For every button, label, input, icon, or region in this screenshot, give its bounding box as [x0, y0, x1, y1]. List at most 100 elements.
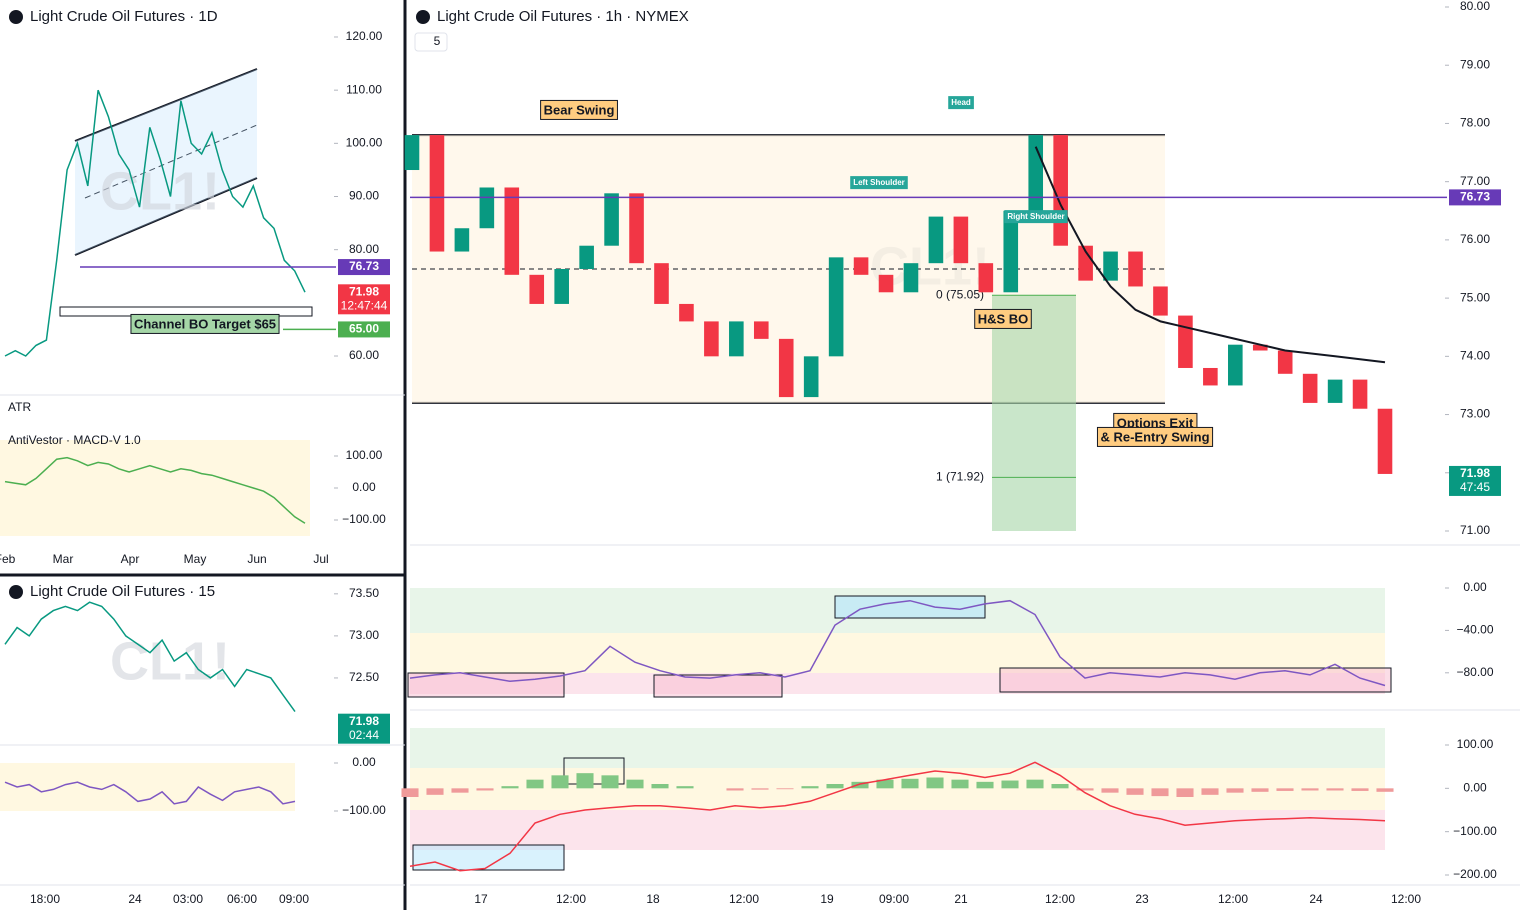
histogram-bar	[826, 784, 844, 789]
candle-body	[1327, 379, 1343, 403]
price-tag	[1449, 465, 1501, 496]
histogram-bar	[626, 779, 644, 789]
x-tick-label: 19	[820, 892, 834, 906]
candle-body	[903, 263, 919, 293]
histogram-bar	[1326, 788, 1344, 791]
target-zone	[992, 295, 1076, 531]
histogram-bar	[801, 786, 819, 789]
interval-button[interactable]	[414, 32, 448, 52]
histogram-bar	[1151, 788, 1169, 797]
x-tick-label: 12:00	[729, 892, 759, 906]
candle-body	[928, 216, 944, 264]
histogram-bar	[676, 786, 694, 789]
x-tick-label: 12:00	[1045, 892, 1075, 906]
candle-body	[1228, 344, 1243, 386]
annotation-box	[1096, 426, 1214, 447]
histogram-bar	[1201, 788, 1219, 795]
candle-body	[404, 135, 420, 171]
histogram-bar	[851, 781, 869, 789]
annotation-box	[130, 313, 280, 334]
price-tag	[1449, 189, 1501, 206]
histogram-bar	[1051, 784, 1069, 789]
series-line	[4, 601, 296, 713]
x-tick-label: 24	[1309, 892, 1323, 906]
candle-body	[479, 187, 495, 229]
y-tick-label: 0.00	[352, 755, 376, 769]
chart-title: Light Crude Oil Futures · 15	[30, 583, 215, 600]
x-tick-label: 12:00	[1218, 892, 1248, 906]
candle-body	[629, 193, 644, 264]
candle-body	[1203, 367, 1218, 386]
candle-body	[828, 257, 844, 357]
y-tick-label: 100.00	[1457, 737, 1494, 751]
price-tag	[338, 713, 390, 744]
annotation: Head	[951, 98, 971, 107]
histogram-bar	[901, 778, 919, 789]
histogram-bar	[751, 788, 769, 790]
y-tick-label: 71.00	[1460, 523, 1490, 537]
y-tick-label: 73.50	[349, 586, 379, 600]
x-tick-label: 09:00	[879, 892, 909, 906]
pane-label: ATR	[8, 400, 31, 414]
pane-label: AntiVestor · MACD-V 1.0	[8, 433, 141, 447]
y-tick-label: 73.00	[349, 628, 379, 642]
candle-body	[1178, 315, 1193, 368]
histogram-bar	[1276, 788, 1294, 791]
candle-body	[679, 303, 694, 322]
interval-label[interactable]: 5	[434, 34, 441, 48]
y-tick-label: −200.00	[1453, 867, 1497, 881]
symbol-logo	[9, 10, 23, 24]
y-tick-label: 79.00	[1460, 57, 1490, 71]
series-line	[409, 599, 1386, 687]
y-tick-label: 60.00	[349, 348, 379, 362]
annotation: & Re-Entry Swing	[1100, 429, 1209, 444]
y-tick-label: −100.00	[1453, 824, 1497, 838]
x-tick-label: Mar	[53, 552, 74, 566]
x-tick-label: Apr	[121, 552, 140, 566]
candle-body	[604, 193, 619, 246]
y-tick-label: 80.00	[349, 242, 379, 256]
signal-box	[834, 595, 986, 619]
histogram-bar	[526, 779, 544, 789]
interval-hit[interactable]	[415, 33, 447, 51]
histogram-bar	[926, 777, 944, 789]
candle-body	[803, 356, 819, 398]
histogram-bar	[426, 788, 444, 795]
candle-body	[1277, 350, 1293, 374]
candle-body	[504, 187, 520, 275]
histogram-bar	[1001, 780, 1019, 789]
candle-body	[454, 228, 470, 252]
histogram-bar	[726, 788, 744, 791]
zone	[410, 810, 1385, 850]
x-tick-label: 12:00	[556, 892, 586, 906]
x-tick-label: Jul	[313, 552, 328, 566]
price-tag-label: 65.00	[349, 322, 379, 336]
price-tag	[338, 259, 390, 276]
symbol-logo	[416, 10, 430, 24]
price-tag	[338, 284, 390, 315]
histogram-bar	[451, 788, 469, 793]
chart-title: Light Crude Oil Futures · 1h · NYMEX	[437, 8, 689, 25]
candle-body	[1028, 135, 1044, 211]
candle-body	[529, 274, 545, 304]
histogram-bar	[576, 773, 594, 789]
candle-body	[554, 269, 569, 304]
y-tick-label: 76.00	[1460, 232, 1490, 246]
candle-body	[1302, 373, 1318, 403]
watermark: CL1!	[100, 161, 220, 221]
histogram-bar	[1076, 788, 1094, 791]
candle-body	[953, 216, 969, 264]
candle-body	[1377, 408, 1393, 474]
annotation: Options Exit	[1117, 415, 1194, 430]
y-tick-label: 80.00	[1460, 0, 1490, 13]
countdown: 02:44	[349, 728, 379, 742]
candle-body	[429, 135, 445, 252]
series-line	[4, 89, 306, 357]
candle-body	[978, 263, 994, 293]
histogram-bar	[651, 784, 669, 789]
price-tag-label: 76.73	[349, 259, 379, 273]
x-tick-label: 09:00	[279, 892, 309, 906]
histogram-bar	[1176, 788, 1194, 797]
candle-body	[1078, 245, 1093, 281]
